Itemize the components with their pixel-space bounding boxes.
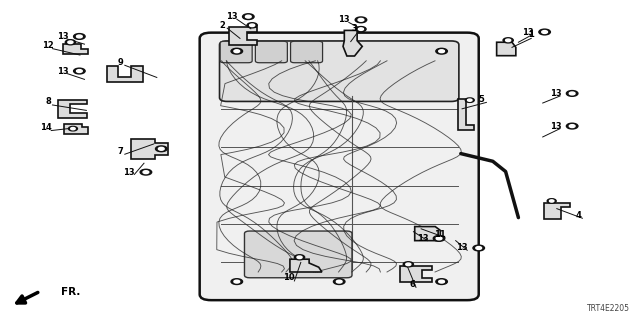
Circle shape: [436, 237, 442, 240]
Text: 10: 10: [284, 273, 295, 282]
Text: 7: 7: [118, 147, 123, 156]
Circle shape: [570, 92, 575, 95]
Circle shape: [77, 70, 83, 73]
Circle shape: [439, 280, 444, 283]
Circle shape: [547, 199, 556, 203]
Polygon shape: [400, 266, 432, 282]
FancyBboxPatch shape: [244, 231, 352, 278]
Circle shape: [250, 24, 255, 27]
Circle shape: [541, 31, 548, 34]
Circle shape: [465, 98, 474, 102]
Polygon shape: [544, 203, 570, 219]
Circle shape: [358, 28, 364, 30]
Text: 6: 6: [409, 280, 415, 289]
Circle shape: [294, 255, 305, 260]
Polygon shape: [58, 100, 87, 118]
Circle shape: [333, 279, 345, 284]
Text: 13: 13: [550, 122, 561, 131]
Text: 13: 13: [522, 28, 534, 36]
Text: TRT4E2205: TRT4E2205: [588, 304, 630, 313]
Circle shape: [570, 125, 575, 128]
FancyBboxPatch shape: [291, 41, 323, 63]
Circle shape: [247, 23, 257, 28]
Circle shape: [68, 41, 73, 44]
Circle shape: [506, 39, 511, 42]
Text: 1: 1: [528, 30, 534, 39]
Circle shape: [77, 35, 83, 38]
Circle shape: [356, 27, 366, 32]
Text: FR.: FR.: [61, 287, 80, 297]
Text: 13: 13: [339, 15, 350, 24]
Text: 11: 11: [435, 230, 446, 239]
Circle shape: [467, 99, 472, 101]
Text: 13: 13: [456, 244, 468, 252]
Circle shape: [74, 34, 85, 39]
Circle shape: [156, 146, 167, 152]
Polygon shape: [64, 124, 88, 134]
Polygon shape: [229, 27, 257, 45]
Text: 4: 4: [575, 211, 582, 220]
Polygon shape: [343, 30, 362, 56]
Text: 13: 13: [57, 32, 68, 41]
Text: 13: 13: [57, 67, 68, 76]
FancyBboxPatch shape: [255, 41, 287, 63]
Polygon shape: [415, 227, 440, 241]
Circle shape: [65, 40, 76, 45]
Polygon shape: [131, 139, 168, 159]
Text: 2: 2: [220, 21, 226, 30]
Circle shape: [436, 48, 447, 54]
Text: 13: 13: [550, 89, 561, 98]
Circle shape: [337, 280, 342, 283]
Circle shape: [231, 48, 243, 54]
Polygon shape: [290, 259, 322, 272]
Circle shape: [74, 68, 85, 74]
FancyBboxPatch shape: [200, 33, 479, 300]
Circle shape: [234, 280, 240, 283]
Polygon shape: [497, 42, 516, 56]
FancyBboxPatch shape: [220, 41, 252, 63]
Text: 3: 3: [351, 24, 356, 33]
Circle shape: [243, 14, 254, 20]
Text: 13: 13: [226, 12, 237, 21]
Circle shape: [403, 262, 413, 267]
Circle shape: [246, 15, 252, 18]
Polygon shape: [63, 44, 88, 54]
Circle shape: [473, 245, 484, 251]
Circle shape: [549, 200, 554, 202]
Polygon shape: [458, 99, 474, 130]
Circle shape: [68, 126, 77, 131]
Circle shape: [566, 123, 578, 129]
Circle shape: [297, 256, 302, 259]
Text: 5: 5: [478, 95, 484, 104]
Circle shape: [439, 50, 444, 53]
Circle shape: [433, 236, 445, 241]
Text: 14: 14: [40, 123, 52, 132]
Text: 13: 13: [124, 168, 135, 177]
Circle shape: [70, 128, 76, 130]
FancyBboxPatch shape: [220, 41, 459, 101]
Circle shape: [503, 38, 513, 43]
Circle shape: [234, 50, 240, 53]
Circle shape: [358, 19, 364, 21]
Text: 13: 13: [417, 234, 428, 243]
Circle shape: [143, 171, 149, 173]
Circle shape: [231, 279, 243, 284]
Text: 8: 8: [46, 97, 51, 106]
Circle shape: [436, 279, 447, 284]
Circle shape: [476, 247, 482, 250]
Circle shape: [140, 169, 152, 175]
Circle shape: [158, 147, 164, 150]
Circle shape: [355, 17, 367, 23]
Circle shape: [566, 91, 578, 96]
Circle shape: [406, 263, 411, 266]
Text: 12: 12: [42, 41, 54, 50]
Circle shape: [539, 29, 550, 35]
Polygon shape: [107, 66, 143, 82]
Text: 9: 9: [118, 58, 123, 67]
